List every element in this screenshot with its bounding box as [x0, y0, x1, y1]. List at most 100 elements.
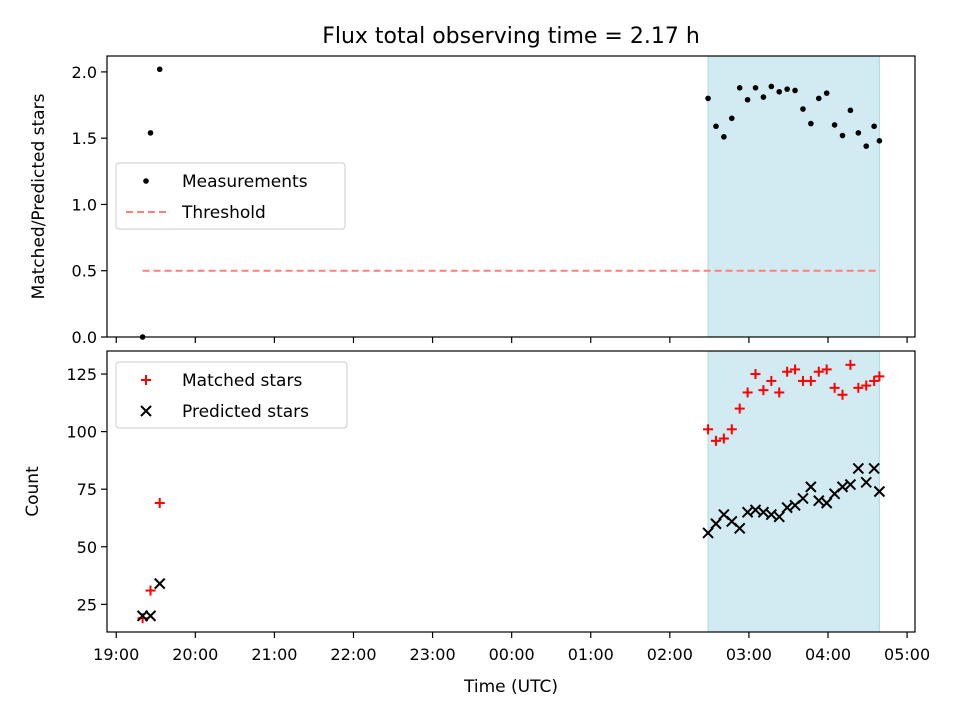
predicted-marker-b — [820, 497, 833, 509]
y-axis-label: Count — [23, 466, 43, 517]
x-tick-label: 03:00 — [726, 645, 772, 664]
y-axis-label: Matched/Predicted stars — [29, 93, 49, 299]
y-tick-label: 75 — [77, 480, 97, 499]
y-tick-label: 0.5 — [72, 262, 97, 281]
predicted-marker-b — [844, 478, 857, 491]
predicted-point — [741, 506, 754, 518]
predicted-marker-b — [773, 511, 785, 523]
count-panel: 25 50 75 100 125 19:00 20:00 21:00 22:00 23:00 00:… — [23, 350, 930, 697]
measurement-point — [721, 134, 727, 140]
matched-point — [750, 369, 761, 380]
y-tick-label: 25 — [77, 595, 97, 614]
predicted-point — [797, 492, 809, 505]
measurement-point — [705, 95, 711, 102]
predicted-point — [749, 504, 762, 516]
measurement-point — [760, 94, 767, 100]
predicted-marker-b — [781, 501, 793, 514]
predicted-marker-b — [144, 610, 157, 622]
legend: Matched stars Predicted stars — [115, 361, 348, 429]
predicted-marker-b — [860, 476, 872, 488]
matched-point — [758, 385, 769, 396]
axes-frame — [106, 55, 916, 338]
measurement-point — [863, 143, 870, 149]
y-tick-label: 1.0 — [72, 195, 97, 214]
y-tick-label: 50 — [77, 538, 97, 557]
measurement-point — [876, 138, 883, 144]
measurement-point — [156, 66, 163, 73]
matched-point — [874, 371, 885, 382]
legend-label: Threshold — [181, 203, 266, 223]
matched-point — [829, 382, 840, 393]
predicted-point — [860, 476, 872, 488]
x-tick-label: 23:00 — [410, 645, 456, 664]
x-tick-label: 00:00 — [489, 645, 535, 664]
predicted-point — [820, 497, 833, 509]
x-tick-label: 05:00 — [884, 645, 930, 664]
matched-point — [703, 424, 714, 435]
predicted-point — [733, 522, 746, 535]
measurement-point — [839, 132, 846, 139]
chart-title: Flux total observing time = 2.17 h — [322, 24, 700, 49]
legend-box — [115, 162, 346, 230]
predicted-point — [765, 508, 778, 521]
measurement-point — [792, 87, 798, 94]
predicted-marker-b — [702, 527, 714, 539]
x-tick-label: 02:00 — [647, 645, 693, 664]
measurement-point — [808, 120, 814, 127]
matched-point — [154, 498, 165, 509]
legend-label: Matched stars — [182, 371, 302, 391]
predicted-marker-b — [813, 495, 825, 507]
matched-point — [145, 585, 156, 596]
matched-point — [742, 387, 753, 398]
legend-label: Measurements — [182, 172, 308, 192]
predicted-marker-b — [873, 485, 886, 498]
matched-point — [845, 359, 856, 370]
predicted-point — [813, 495, 825, 507]
x-tick-label: 21:00 — [251, 645, 297, 664]
predicted-point — [144, 610, 157, 622]
matched-point — [813, 366, 824, 377]
matched-point — [869, 375, 880, 386]
measurement-point — [713, 123, 719, 130]
predicted-marker-b — [741, 506, 754, 518]
measurement-point — [784, 86, 790, 92]
predicted-marker-b — [797, 492, 809, 505]
predicted-point — [702, 527, 714, 539]
legend-box — [115, 361, 348, 429]
measurement-point — [831, 122, 838, 128]
matched-point — [790, 364, 801, 375]
legend-predicted-swatch-b — [140, 405, 152, 417]
observing-span — [707, 55, 880, 338]
predicted-marker-b — [757, 506, 770, 518]
predicted-point — [836, 481, 849, 493]
measurement-point — [752, 85, 759, 91]
x-tick-label: 22:00 — [330, 645, 376, 664]
matched-point — [734, 403, 745, 414]
x-tick-label: 20:00 — [172, 645, 218, 664]
measurement-point — [855, 130, 862, 136]
observing-span — [707, 350, 880, 633]
predicted-point — [868, 462, 880, 475]
legend-label: Predicted stars — [182, 402, 309, 422]
y-tick-label: 100 — [66, 423, 97, 442]
predicted-point — [781, 501, 793, 514]
predicted-point — [773, 511, 785, 523]
matched-point — [805, 375, 816, 386]
measurement-point — [768, 83, 775, 90]
predicted-marker-b — [726, 515, 738, 528]
measurement-point — [744, 96, 751, 103]
measurement-point — [871, 123, 877, 130]
matched-point — [710, 435, 721, 446]
predicted-point — [710, 518, 722, 530]
predicted-point — [844, 478, 857, 491]
predicted-marker-b — [733, 522, 746, 535]
predicted-marker-b — [154, 577, 166, 590]
axes-frame — [106, 350, 916, 633]
predicted-marker-b — [710, 518, 722, 530]
predicted-marker-b — [765, 508, 778, 521]
predicted-marker-b — [868, 462, 880, 475]
predicted-marker-b — [836, 481, 849, 493]
matched-point — [766, 375, 777, 386]
measurement-point — [147, 130, 154, 136]
